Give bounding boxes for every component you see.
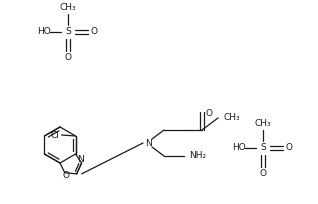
Text: HO: HO <box>37 28 51 37</box>
Text: O: O <box>62 171 69 180</box>
Text: HO: HO <box>232 143 246 153</box>
Text: Cl: Cl <box>50 131 59 140</box>
Text: S: S <box>65 28 71 37</box>
Text: CH₃: CH₃ <box>60 3 76 12</box>
Text: N: N <box>77 155 84 164</box>
Text: O: O <box>259 169 266 177</box>
Text: N: N <box>145 139 151 147</box>
Text: O: O <box>205 109 212 118</box>
Text: O: O <box>91 28 98 37</box>
Text: O: O <box>65 52 72 61</box>
Text: O: O <box>286 143 293 153</box>
Text: CH₃: CH₃ <box>224 113 241 122</box>
Text: NH₂: NH₂ <box>190 152 207 161</box>
Text: S: S <box>260 143 266 153</box>
Text: CH₃: CH₃ <box>255 120 271 129</box>
